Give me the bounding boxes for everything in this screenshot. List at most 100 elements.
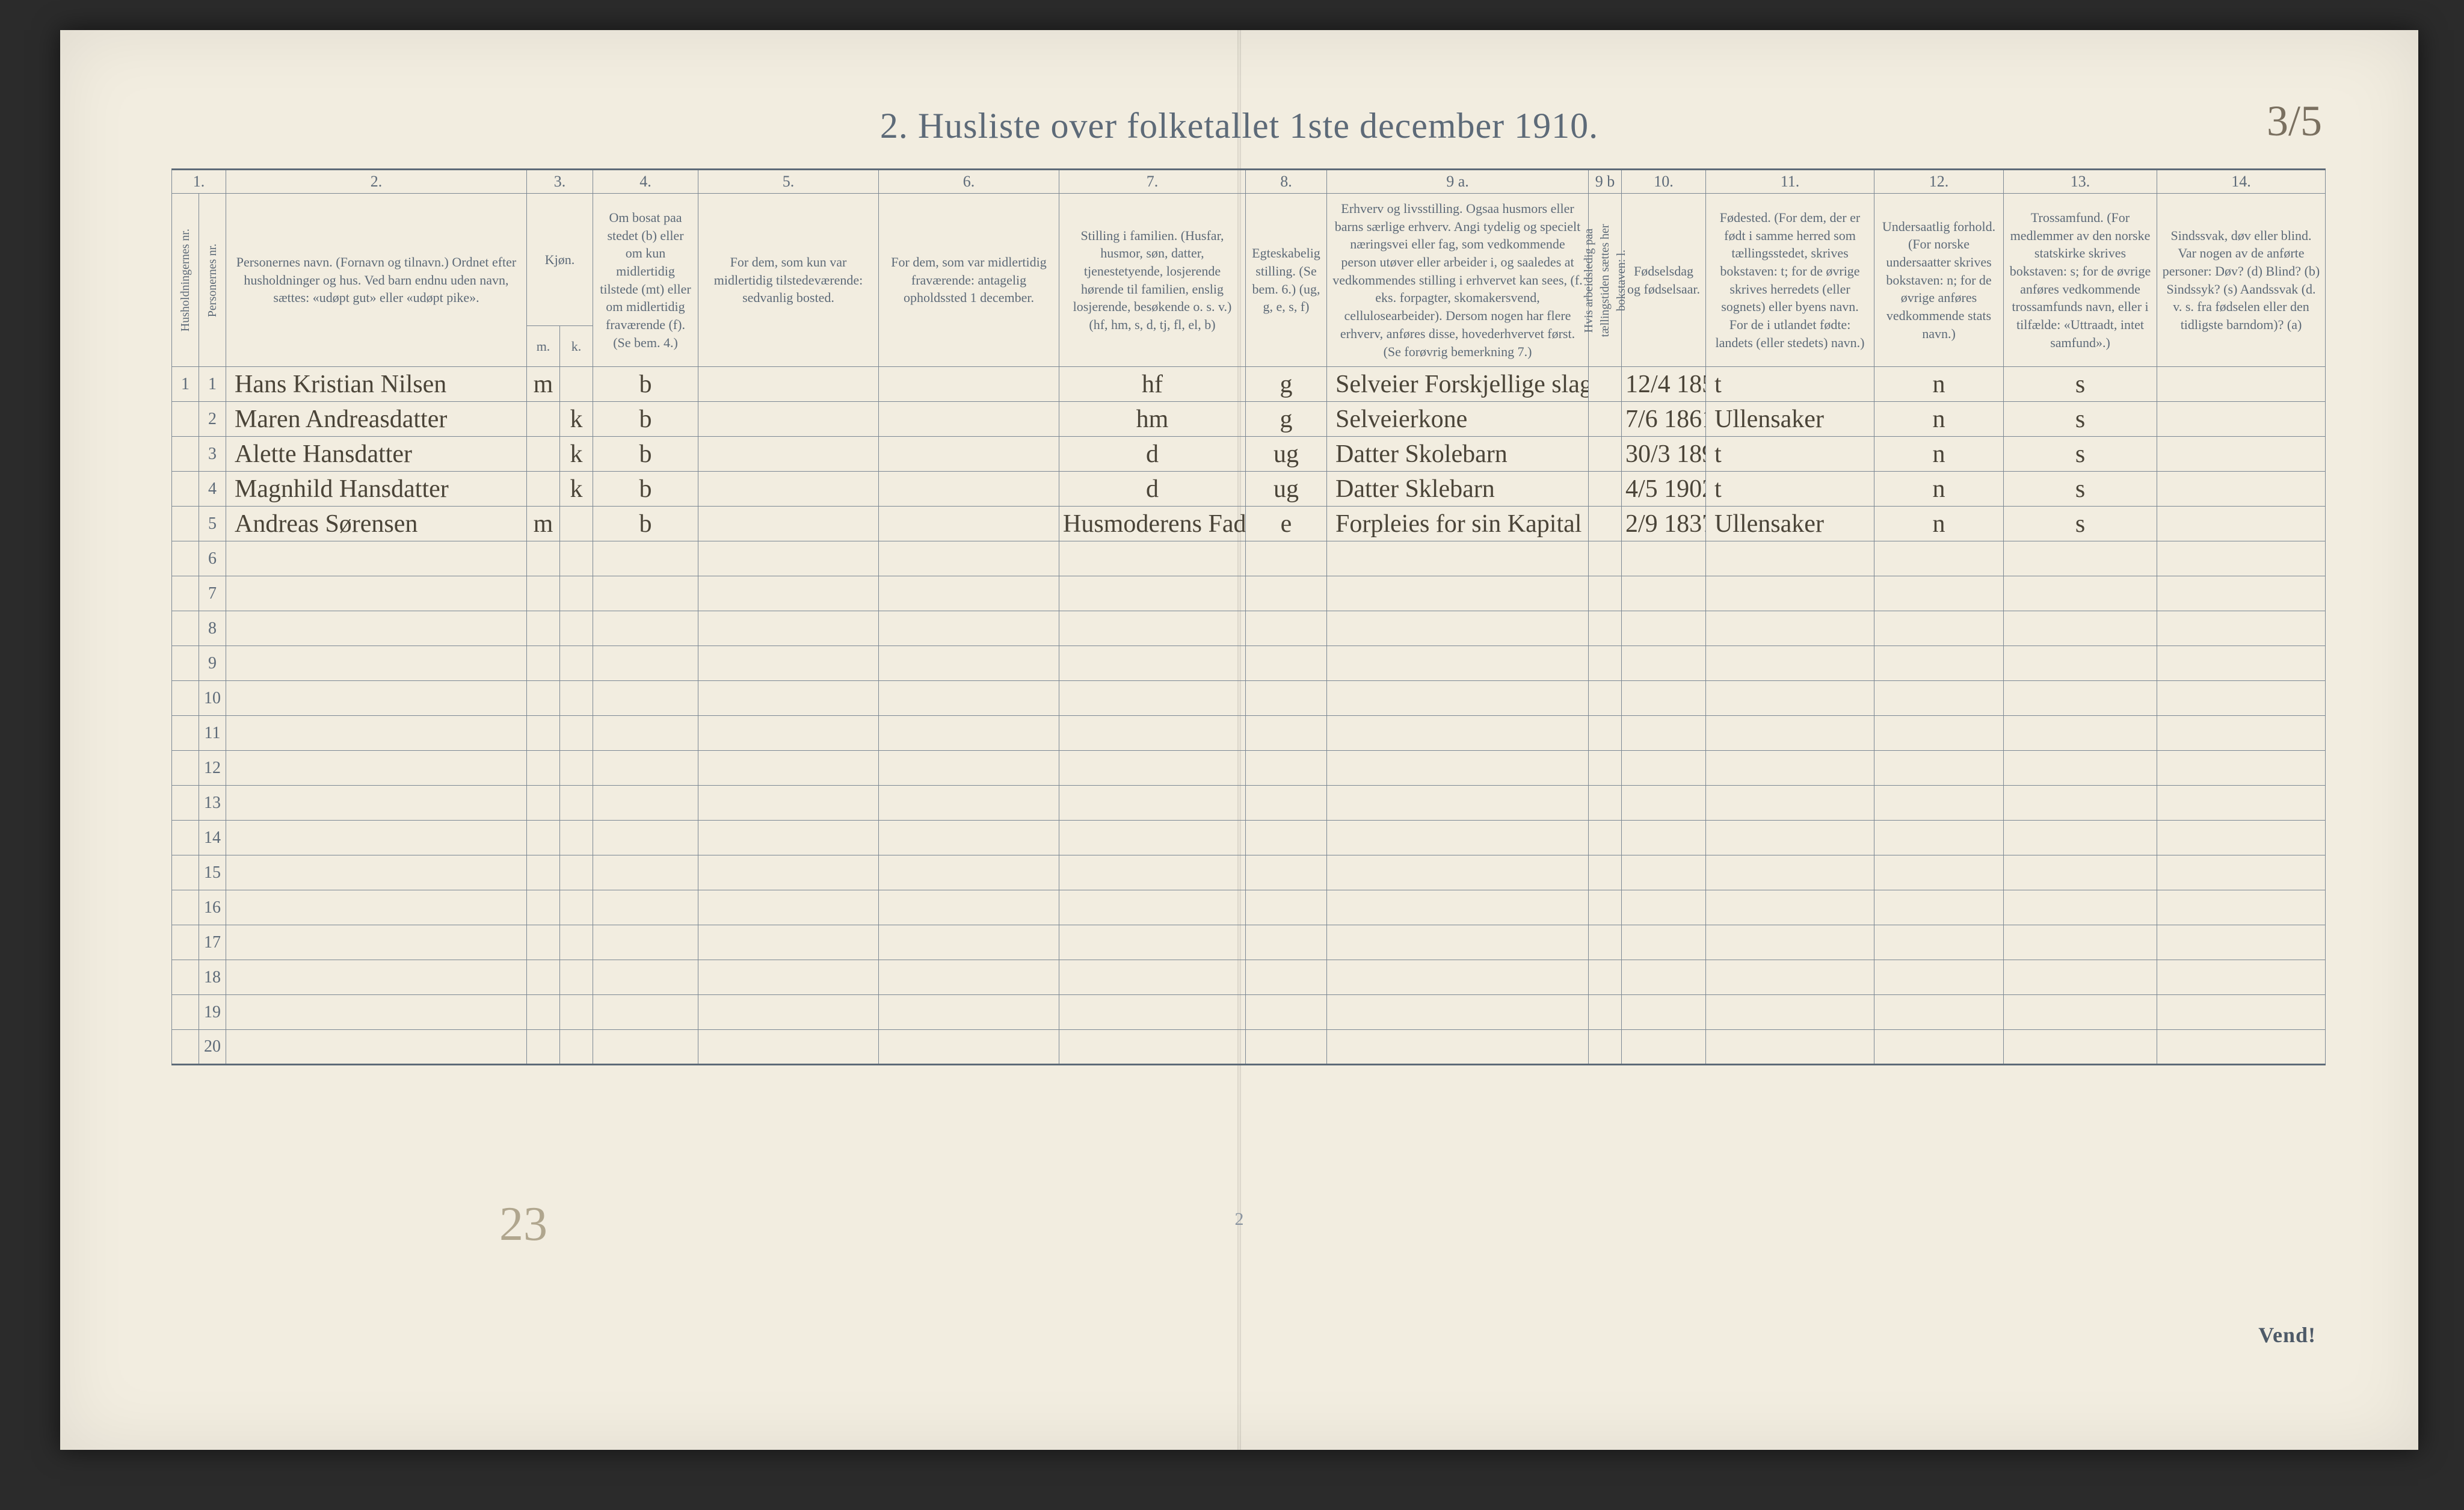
cell-family-pos: Husmoderens Fader — [1059, 507, 1246, 541]
cell-empty — [1059, 786, 1246, 821]
cell-empty — [226, 576, 527, 611]
cell-household-nr — [172, 437, 199, 472]
hdr-nationality: Undersaatlig forhold. (For norske unders… — [1874, 194, 2004, 367]
cell-religion: s — [2004, 507, 2157, 541]
cell-household-nr — [172, 786, 199, 821]
cell-empty — [1874, 786, 2004, 821]
cell-name: Magnhild Hansdatter — [226, 472, 527, 507]
table-row-empty: 19 — [172, 995, 2326, 1030]
cell-empty — [226, 786, 527, 821]
cell-empty — [593, 995, 698, 1030]
cell-household-nr — [172, 402, 199, 437]
cell-empty — [560, 716, 593, 751]
cell-empty — [560, 890, 593, 925]
table-row-empty: 9 — [172, 646, 2326, 681]
cell-empty — [560, 855, 593, 890]
cell-sex-m — [527, 437, 560, 472]
cell-empty — [593, 890, 698, 925]
hdr-temp-absent: For dem, som var midlertidig fraværende:… — [879, 194, 1059, 367]
cell-empty — [1589, 786, 1622, 821]
cell-empty — [1059, 1030, 1246, 1065]
cell-disability — [2157, 437, 2326, 472]
cell-empty — [1327, 751, 1589, 786]
cell-nationality: n — [1874, 507, 2004, 541]
cell-marital: g — [1246, 402, 1327, 437]
cell-empty — [1589, 611, 1622, 646]
cell-empty — [226, 646, 527, 681]
column-number-row: 1. 2. 3. 4. 5. 6. 7. 8. 9 a. 9 b 10. 11.… — [172, 170, 2326, 194]
hdr-household-nr: Husholdningernes nr. — [172, 194, 199, 367]
cell-empty — [2157, 1030, 2326, 1065]
cell-empty — [226, 716, 527, 751]
cell-disability — [2157, 402, 2326, 437]
cell-birthplace: t — [1706, 437, 1874, 472]
cell-sex-k: k — [560, 472, 593, 507]
cell-nationality: n — [1874, 367, 2004, 402]
cell-empty — [226, 1030, 527, 1065]
cell-empty — [879, 541, 1059, 576]
cell-empty — [226, 995, 527, 1030]
cell-empty — [698, 1030, 879, 1065]
cell-household-nr — [172, 821, 199, 855]
cell-sex-m: m — [527, 507, 560, 541]
cell-empty — [1589, 960, 1622, 995]
table-row-empty: 20 — [172, 1030, 2326, 1065]
cell-empty — [1327, 576, 1589, 611]
cell-empty — [2004, 995, 2157, 1030]
cell-empty — [593, 611, 698, 646]
cell-empty — [593, 855, 698, 890]
cell-birthdate: 7/6 1861 — [1622, 402, 1706, 437]
cell-empty — [527, 890, 560, 925]
colnum-11: 11. — [1706, 170, 1874, 194]
cell-empty — [1327, 716, 1589, 751]
cell-empty — [1589, 681, 1622, 716]
cell-empty — [879, 1030, 1059, 1065]
cell-empty — [1706, 786, 1874, 821]
cell-empty — [2157, 995, 2326, 1030]
cell-birthdate: 12/4 1857 — [1622, 367, 1706, 402]
hdr-marital: Egteskabelig stilling. (Se bem. 6.) (ug,… — [1246, 194, 1327, 367]
cell-empty — [593, 960, 698, 995]
cell-residence: b — [593, 437, 698, 472]
cell-person-nr: 5 — [199, 507, 226, 541]
cell-empty — [1622, 995, 1706, 1030]
cell-empty — [1246, 1030, 1327, 1065]
cell-unemployed — [1589, 507, 1622, 541]
cell-empty — [1874, 751, 2004, 786]
cell-person-nr: 15 — [199, 855, 226, 890]
cell-person-nr: 6 — [199, 541, 226, 576]
cell-birthdate: 4/5 1902 — [1622, 472, 1706, 507]
cell-empty — [226, 855, 527, 890]
hdr-birthplace: Fødested. (For dem, der er født i samme … — [1706, 194, 1874, 367]
cell-disability — [2157, 472, 2326, 507]
cell-empty — [698, 576, 879, 611]
cell-person-nr: 12 — [199, 751, 226, 786]
header-row: Husholdningernes nr. Personernes nr. Per… — [172, 194, 2326, 326]
cell-empty — [1059, 576, 1246, 611]
cell-empty — [1622, 925, 1706, 960]
table-row-empty: 15 — [172, 855, 2326, 890]
colnum-3: 3. — [527, 170, 593, 194]
cell-empty — [527, 925, 560, 960]
colnum-13: 13. — [2004, 170, 2157, 194]
cell-empty — [2004, 681, 2157, 716]
cell-empty — [2157, 716, 2326, 751]
cell-empty — [1622, 541, 1706, 576]
cell-disability — [2157, 507, 2326, 541]
cell-person-nr: 14 — [199, 821, 226, 855]
cell-empty — [1246, 925, 1327, 960]
cell-empty — [1874, 995, 2004, 1030]
cell-empty — [226, 960, 527, 995]
hdr-person-nr: Personernes nr. — [199, 194, 226, 367]
cell-empty — [1874, 716, 2004, 751]
cell-empty — [2004, 646, 2157, 681]
cell-empty — [593, 541, 698, 576]
cell-empty — [593, 821, 698, 855]
cell-name: Hans Kristian Nilsen — [226, 367, 527, 402]
cell-empty — [879, 890, 1059, 925]
cell-empty — [1589, 995, 1622, 1030]
cell-person-nr: 2 — [199, 402, 226, 437]
cell-empty — [1059, 821, 1246, 855]
table-row: 5Andreas SørensenmbHusmoderens FadereFor… — [172, 507, 2326, 541]
cell-nationality: n — [1874, 437, 2004, 472]
